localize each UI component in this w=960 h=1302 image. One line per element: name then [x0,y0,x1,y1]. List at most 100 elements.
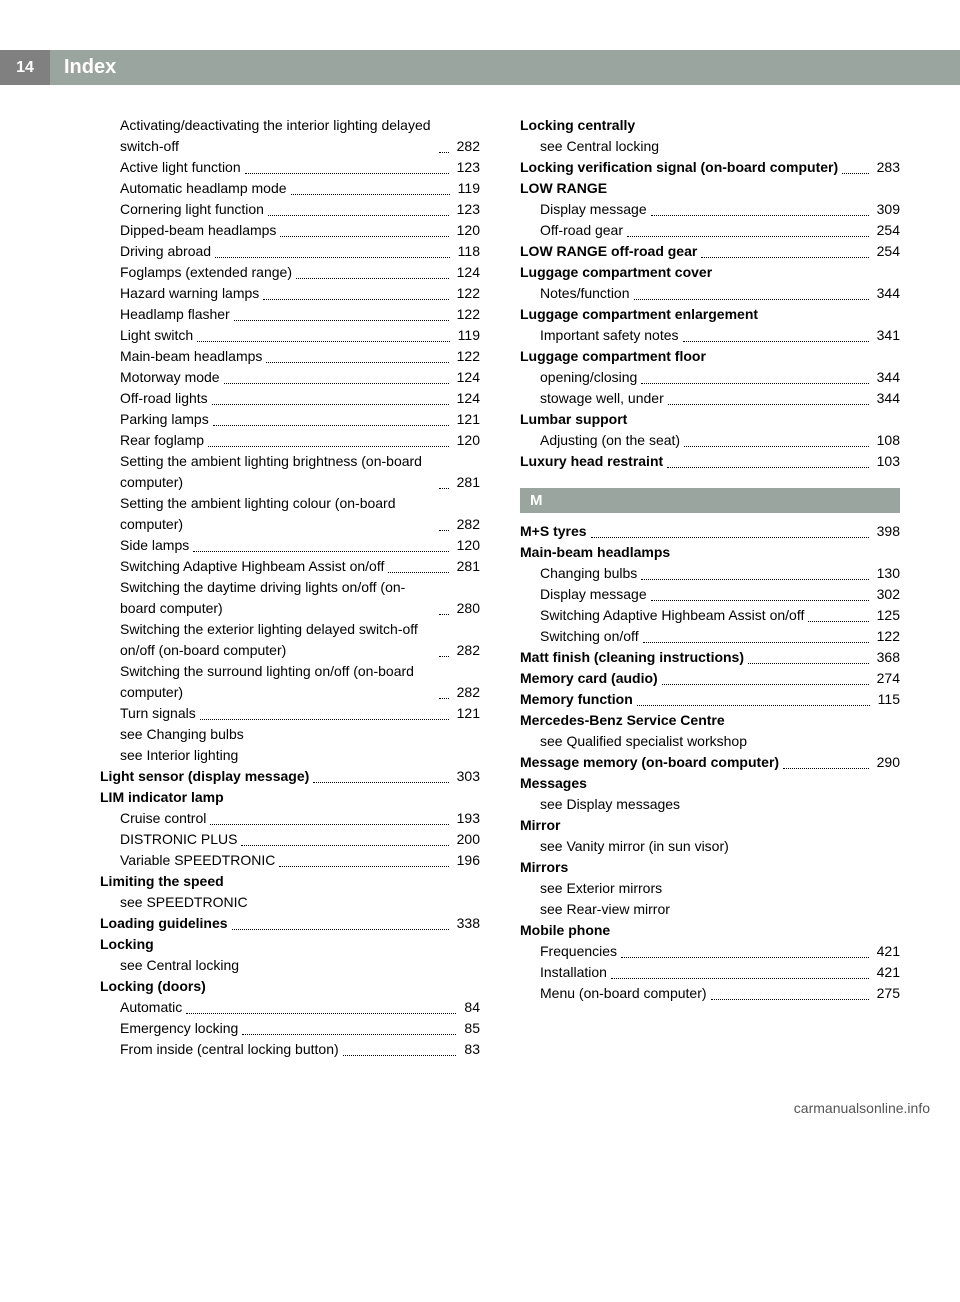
index-entry: Adjusting (on the seat)108 [520,430,900,451]
leader-dots [212,404,449,405]
index-entry: Side lamps 120 [100,535,480,556]
index-heading: Mirror [520,815,900,836]
index-entry-page: 122 [453,346,480,367]
index-entry-page: 120 [453,220,480,241]
index-entry-label: Off-road lights [120,388,208,409]
index-entry-label: Luxury head restraint [520,451,663,472]
index-entry: Light sensor (display message)303 [100,766,480,787]
index-entry-page: 254 [873,241,900,262]
index-entry: Active light function123 [100,157,480,178]
index-entry: Driving abroad118 [100,241,480,262]
leader-dots [186,1013,456,1014]
index-entry: Off-road lights124 [100,388,480,409]
index-entry-page: 200 [453,829,480,850]
index-entry: LOW RANGE off-road gear 254 [520,241,900,262]
index-heading: Messages [520,773,900,794]
index-entry: Display message309 [520,199,900,220]
index-entry-label: Switching the daytime driving lights on/… [120,577,435,619]
index-entry-label: Switching Adaptive Highbeam Assist on/of… [540,605,804,626]
leader-dots [268,215,449,216]
index-entry-page: 302 [873,584,900,605]
index-entry-page: 119 [454,178,480,199]
index-entry: Emergency locking85 [100,1018,480,1039]
leader-dots [388,572,448,573]
index-entry-label: Message memory (on-board computer) [520,752,779,773]
index-entry-label: LOW RANGE off-road gear [520,241,697,262]
leader-dots [234,320,449,321]
leader-dots [439,656,449,657]
index-entry: Dipped-beam headlamps 120 [100,220,480,241]
section-letter: M [520,488,900,513]
index-text: see Qualified specialist workshop [520,731,900,752]
index-entry-page: 344 [873,283,900,304]
index-entry: Automatic headlamp mode119 [100,178,480,199]
index-entry: Matt finish (cleaning instructions)368 [520,647,900,668]
index-entry-page: 120 [453,535,480,556]
index-heading: Mirrors [520,857,900,878]
index-entry-label: Memory function [520,689,633,710]
index-entry-label: Headlamp flasher [120,304,230,325]
leader-dots [783,768,869,769]
index-entry: Locking verification signal (on-board co… [520,157,900,178]
index-text: see SPEEDTRONIC [100,892,480,913]
index-entry: M+S tyres398 [520,521,900,542]
index-entry-label: Rear foglamp [120,430,204,451]
index-entry-label: Switching on/off [540,626,639,647]
index-entry: Headlamp flasher122 [100,304,480,325]
index-entry: Luxury head restraint103 [520,451,900,472]
index-entry-label: Display message [540,199,647,220]
index-entry-page: 281 [453,556,480,577]
index-heading: Locking centrally [520,115,900,136]
index-entry-label: Installation [540,962,607,983]
index-entry-label: Important safety notes [540,325,679,346]
index-entry: Switching Adaptive Highbeam Assist on/of… [520,605,900,626]
index-entry-page: 254 [873,220,900,241]
leader-dots [213,425,449,426]
index-entry-page: 84 [460,997,480,1018]
leader-dots [637,705,870,706]
index-entry-label: DISTRONIC PLUS [120,829,237,850]
index-entry-page: 121 [453,703,480,724]
leader-dots [667,467,868,468]
index-text: see Interior lighting [100,745,480,766]
index-entry-page: 196 [453,850,480,871]
index-heading: Main-beam headlamps [520,542,900,563]
index-entry-label: Setting the ambient lighting colour (on-… [120,493,435,535]
leader-dots [627,236,869,237]
index-entry-page: 274 [873,668,900,689]
index-entry: Switching the daytime driving lights on/… [100,577,480,619]
index-entry-label: Side lamps [120,535,189,556]
index-entry-label: From inside (central locking button) [120,1039,339,1060]
index-entry-page: 282 [453,682,480,703]
index-entry: Switching the surround lighting on/off (… [100,661,480,703]
footer: carmanualsonline.info [0,1090,960,1146]
index-entry-label: Memory card (audio) [520,668,658,689]
index-entry: Rear foglamp120 [100,430,480,451]
index-entry-label: Variable SPEEDTRONIC [120,850,275,871]
leader-dots [662,684,869,685]
index-heading: LIM indicator lamp [100,787,480,808]
index-entry-label: Light switch [120,325,193,346]
index-entry-label: Matt finish (cleaning instructions) [520,647,744,668]
leader-dots [280,236,448,237]
index-entry-label: Cruise control [120,808,206,829]
index-entry-page: 280 [453,598,480,619]
index-entry-label: Switching Adaptive Highbeam Assist on/of… [120,556,384,577]
index-entry-label: M+S tyres [520,521,587,542]
index-content: Activating/deactivating the interior lig… [0,115,960,1090]
index-entry-label: Switching the surround lighting on/off (… [120,661,435,703]
index-entry: Switching Adaptive Highbeam Assist on/of… [100,556,480,577]
index-entry-label: Hazard warning lamps [120,283,259,304]
index-heading: Luggage compartment floor [520,346,900,367]
index-entry-label: Dipped-beam headlamps [120,220,276,241]
leader-dots [643,642,869,643]
leader-dots [439,698,449,699]
leader-dots [651,215,869,216]
index-entry-label: Setting the ambient lighting brightness … [120,451,435,493]
index-entry: Light switch119 [100,325,480,346]
leader-dots [263,299,448,300]
index-entry: Activating/deactivating the interior lig… [100,115,480,157]
index-entry-page: 130 [873,563,900,584]
index-entry: Foglamps (extended range)124 [100,262,480,283]
index-entry: Cornering light function123 [100,199,480,220]
